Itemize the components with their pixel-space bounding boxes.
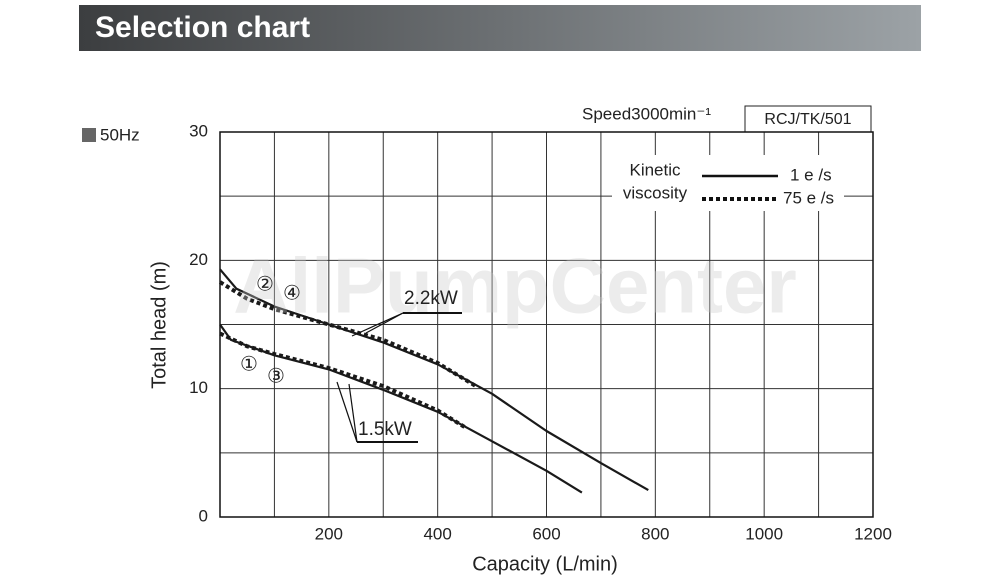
curve-marker: ④: [283, 282, 301, 304]
legend-label: 1 e /s: [790, 165, 832, 184]
x-tick-label: 200: [315, 524, 343, 543]
curve-marker: ③: [267, 365, 285, 387]
x-tick-label: 400: [423, 524, 451, 543]
header-title: Selection chart: [95, 11, 310, 44]
plot: [218, 268, 649, 494]
y-tick-label: 10: [189, 378, 208, 397]
legend-title: viscosity: [623, 183, 688, 202]
y-tick-label: 20: [189, 250, 208, 269]
leader: [336, 381, 358, 443]
annotations: [336, 312, 462, 443]
leader: [365, 312, 404, 334]
y-tick-label: 30: [189, 121, 208, 140]
model-box: [744, 105, 872, 133]
legend-title: Kinetic: [629, 160, 681, 179]
curve-marker: ②: [256, 273, 274, 295]
header-bar: [79, 5, 921, 51]
leader: [351, 312, 404, 337]
y-axis-label: Total head (m): [148, 261, 170, 389]
curve-label: 2.2kW: [404, 288, 458, 309]
curve: [219, 331, 466, 429]
grid: 200 400 600 800 1000 1200 0 10 20 30: [189, 121, 892, 543]
x-axis-label: Capacity (L/min): [472, 553, 618, 575]
freq-swatch: [82, 128, 96, 142]
legend: Kinetic viscosity 1 e /s 75 e /s: [612, 155, 844, 211]
leader: [348, 383, 358, 443]
model: RCJ/TK/501: [764, 111, 851, 128]
x-tick-label: 800: [641, 524, 669, 543]
curve: [219, 323, 583, 494]
x-tick-label: 1000: [745, 524, 783, 543]
watermark: AllPumpCenter: [233, 242, 796, 330]
curve: [218, 280, 477, 388]
legend-label: 75 e /s: [783, 188, 834, 207]
curve-marker: ①: [240, 353, 258, 375]
speed: Speed3000min⁻¹: [582, 104, 711, 123]
curve-label: 1.5kW: [358, 419, 412, 440]
legend-bg: [612, 155, 844, 211]
x-tick-label: 600: [532, 524, 560, 543]
x-tick-label: 1200: [854, 524, 892, 543]
frequency: 50Hz: [100, 125, 140, 144]
y-tick-label: 0: [199, 506, 208, 525]
